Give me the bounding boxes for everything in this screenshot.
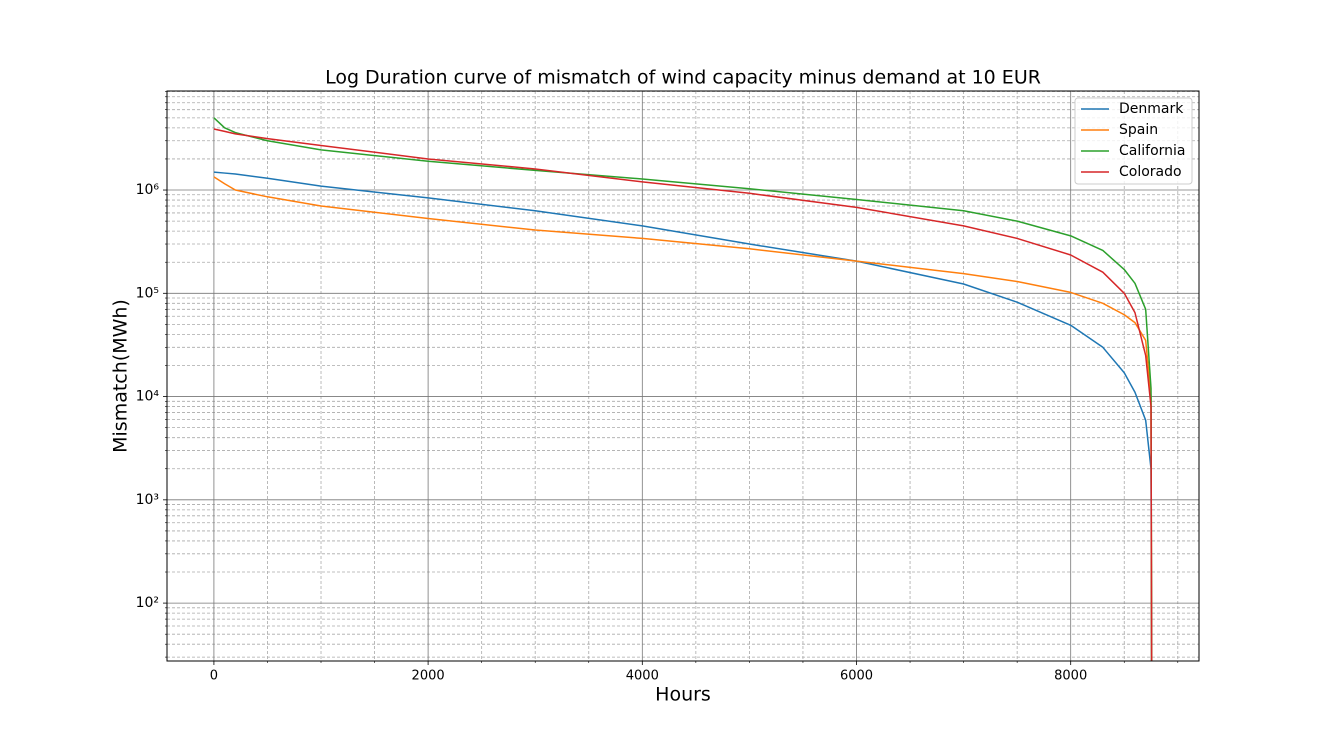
x-tick-label: 2000 xyxy=(412,669,445,684)
y-axis-label: Mismatch(MWh) xyxy=(110,299,132,453)
y-tick-label: 10⁵ xyxy=(136,285,159,301)
chart-title: Log Duration curve of mismatch of wind c… xyxy=(325,67,1041,89)
x-tick-label: 8000 xyxy=(1054,669,1087,684)
x-tick-label: 4000 xyxy=(626,669,659,684)
y-tick-label: 10⁴ xyxy=(136,389,160,405)
y-tick-label: 10² xyxy=(136,595,159,611)
plot-lines xyxy=(213,117,1153,661)
legend-box xyxy=(1074,97,1193,185)
x-tick-label: 0 xyxy=(210,669,218,684)
legend-label: California xyxy=(1119,143,1185,159)
legend-label: Colorado xyxy=(1119,164,1182,180)
legend-label: Spain xyxy=(1119,122,1158,138)
x-tick-label: 6000 xyxy=(840,669,873,684)
legend: Denmark Spain California Colorado xyxy=(1074,97,1193,185)
series-line xyxy=(213,176,1153,661)
y-tick-label: 10⁶ xyxy=(136,182,160,198)
y-tick-label: 10³ xyxy=(136,492,159,508)
x-axis-label: Hours xyxy=(655,684,711,706)
series-line xyxy=(213,117,1153,661)
legend-label: Denmark xyxy=(1119,101,1184,117)
series-line xyxy=(213,128,1153,661)
axes-frame xyxy=(166,90,1200,662)
